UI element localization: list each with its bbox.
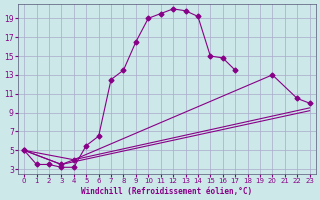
X-axis label: Windchill (Refroidissement éolien,°C): Windchill (Refroidissement éolien,°C) bbox=[81, 187, 252, 196]
